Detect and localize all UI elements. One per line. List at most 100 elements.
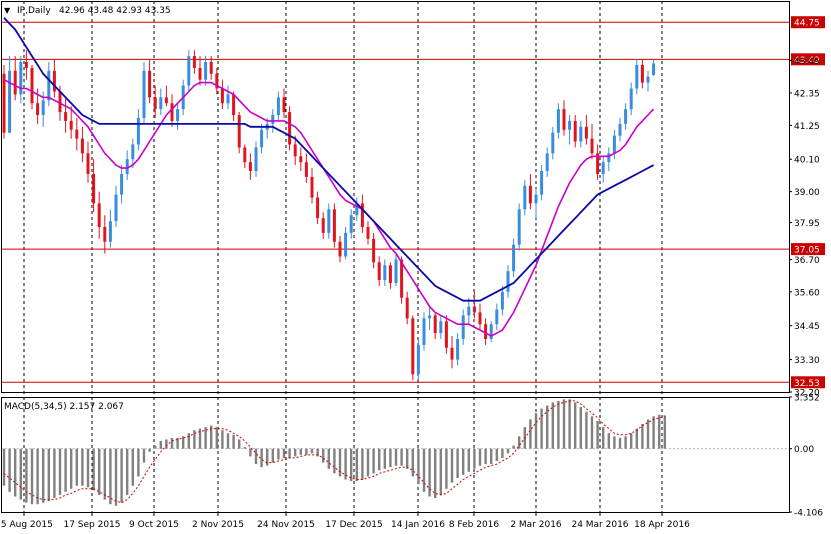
candle-body [624, 109, 628, 124]
macd-bar [613, 436, 616, 449]
candle-body [198, 67, 202, 80]
macd-bar [663, 415, 666, 449]
macd-bar [142, 448, 146, 463]
macd-bar [652, 416, 655, 449]
candle-body [187, 56, 191, 86]
macd-bar [316, 448, 319, 457]
candle-body [540, 171, 544, 195]
macd-bar [232, 434, 235, 449]
level-price-label: 37.05 [794, 246, 820, 256]
candle-body [237, 115, 241, 148]
macd-bar [81, 448, 84, 486]
candle-body [243, 147, 247, 163]
macd-bar [658, 414, 661, 449]
candle-body [629, 88, 633, 110]
macd-bar [422, 448, 426, 492]
macd-bar [305, 448, 308, 455]
candle-body [590, 138, 594, 154]
macd-bar [641, 424, 644, 449]
x-tick-label: 2 Nov 2015 [192, 520, 244, 530]
candle-body [293, 144, 297, 157]
macd-bar [198, 428, 202, 449]
macd-bar [478, 448, 482, 466]
candle-body [646, 76, 650, 83]
candle-body [204, 61, 208, 80]
macd-bar [260, 448, 263, 468]
macd-bar [585, 411, 588, 449]
candle-body [388, 265, 392, 283]
dropdown-arrow-icon[interactable]: ▼ [4, 6, 11, 15]
candle-body [551, 132, 555, 154]
candle-body [411, 318, 415, 375]
y-tick-label: 42.35 [794, 89, 820, 99]
candle-body [114, 194, 118, 222]
candle-body [226, 94, 230, 104]
macd-bar [294, 448, 297, 457]
candle-body [321, 218, 325, 233]
candle-body [75, 129, 79, 139]
y-tick-label: 32.20 [794, 389, 820, 399]
candle-body [534, 194, 538, 204]
macd-bar [70, 448, 73, 489]
candle-body [260, 129, 264, 148]
candle-body [36, 103, 40, 116]
level-price-label: 43.49 [794, 56, 820, 66]
macd-bar [557, 400, 560, 449]
candle-body [316, 197, 320, 219]
macd-bar [551, 402, 554, 449]
macd-bar [562, 399, 566, 449]
candle-body [456, 338, 460, 360]
macd-bar [42, 448, 45, 503]
macd-bar [445, 448, 448, 489]
candle-body [545, 153, 549, 172]
macd-bar [467, 448, 470, 472]
macd-bar [355, 448, 358, 482]
candle-body [640, 64, 644, 83]
candle-body [232, 94, 236, 116]
candle-body [517, 209, 521, 245]
macd-bar [624, 436, 627, 449]
candle-body [288, 112, 292, 145]
candle-body [344, 232, 348, 257]
candle-body [383, 265, 387, 281]
macd-bar [187, 433, 190, 449]
candle-body [52, 70, 56, 92]
macd-bar [148, 448, 151, 452]
ma-slow-line [3, 17, 655, 302]
candle-body [405, 297, 409, 319]
candle-body [472, 306, 476, 313]
macd-bar [596, 420, 599, 449]
candle-body [310, 176, 314, 198]
macd-bar [238, 439, 241, 449]
macd-bar [64, 448, 67, 492]
y-tick-label: 33.30 [794, 356, 820, 366]
macd-bar [243, 447, 246, 449]
level-price-tag [791, 53, 825, 66]
candle-body [422, 318, 426, 345]
macd-bar [378, 448, 381, 471]
macd-bar [126, 448, 129, 495]
candle-body [125, 159, 129, 174]
macd-bar [266, 448, 269, 466]
candle-body [148, 70, 152, 98]
macd-bar [372, 448, 375, 474]
header: ▼ IP,Daily 42.96 43.48 42.93 43.35 [4, 6, 171, 16]
macd-bar [579, 407, 582, 449]
macd-bar [75, 448, 78, 486]
candle-body [80, 138, 84, 154]
macd-bar [204, 427, 207, 449]
candle-body [153, 97, 157, 110]
candle-body [271, 115, 275, 124]
candle-body [13, 70, 17, 95]
x-tick-label: 2 Mar 2016 [510, 520, 562, 530]
macd-bar [540, 408, 543, 449]
macd-bar [215, 427, 218, 449]
macd-bar [176, 437, 179, 449]
candle-body [450, 347, 454, 360]
time-axis: 25 Aug 2015 17 Sep 2015 9 Oct 2015 2 Nov 20… [0, 512, 690, 530]
macd-bar [2, 448, 6, 486]
macd-bar [529, 419, 532, 449]
macd-bar [249, 448, 252, 457]
macd-bar [439, 448, 442, 495]
